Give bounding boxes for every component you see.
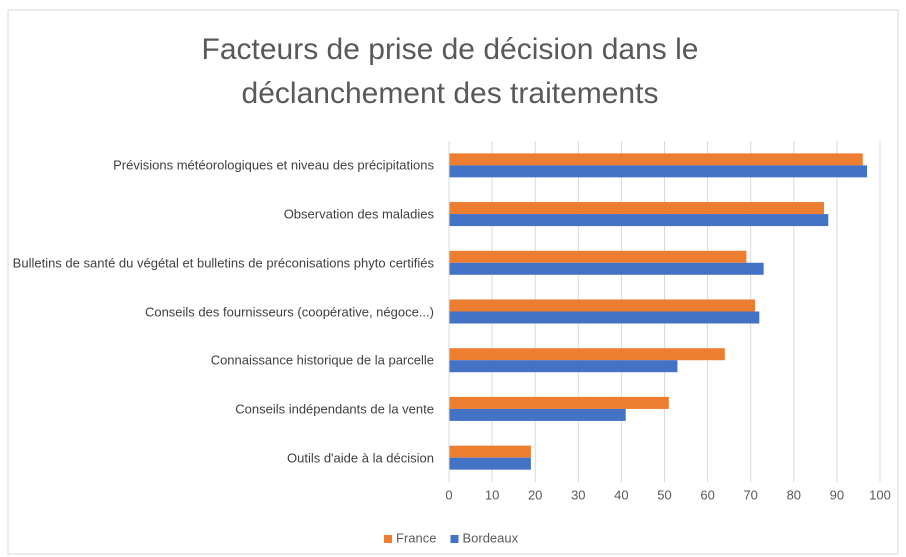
bar [449,214,829,227]
y-tick-label: Observation des maladies [283,206,434,222]
x-tick-label: 80 [787,487,801,502]
bar [449,396,669,409]
bar [449,408,626,421]
bar [449,360,678,373]
legend-swatch [384,535,392,543]
bar [449,250,747,263]
chart-border [7,9,899,555]
y-tick-label: Bulletins de santé du végétal et bulleti… [12,255,434,271]
bar [449,202,824,215]
legend-label: Bordeaux [462,530,518,545]
bar [449,262,764,275]
chart-title: Facteurs de prise de décision dans le dé… [201,33,699,110]
x-tick-label: 90 [830,487,844,502]
bar [449,299,756,312]
y-tick-label: Conseils indépendants de la vente [235,401,434,417]
bar [449,153,863,166]
bar [449,445,531,458]
bar [449,348,725,361]
x-tick-label: 60 [700,487,714,502]
y-tick-label: Outils d'aide à la décision [286,450,434,466]
x-tick-label: 10 [485,487,499,502]
y-tick-label: Connaissance historique de la parcelle [210,352,434,368]
bar [449,165,868,178]
x-tick-label: 30 [571,487,585,502]
legend-swatch [450,535,459,543]
bar [449,311,760,324]
y-tick-label: Conseils des fournisseurs (coopérative, … [144,304,434,319]
x-tick-label: 100 [869,487,891,502]
x-tick-label: 70 [743,487,757,502]
x-tick-label: 40 [614,487,628,502]
x-tick-label: 0 [445,487,452,502]
y-tick-label: Prévisions météorologiques et niveau des… [113,157,434,173]
legend-label: France [396,530,436,545]
x-tick-label: 50 [657,487,671,502]
bar [449,457,531,470]
x-tick-label: 20 [528,487,542,502]
